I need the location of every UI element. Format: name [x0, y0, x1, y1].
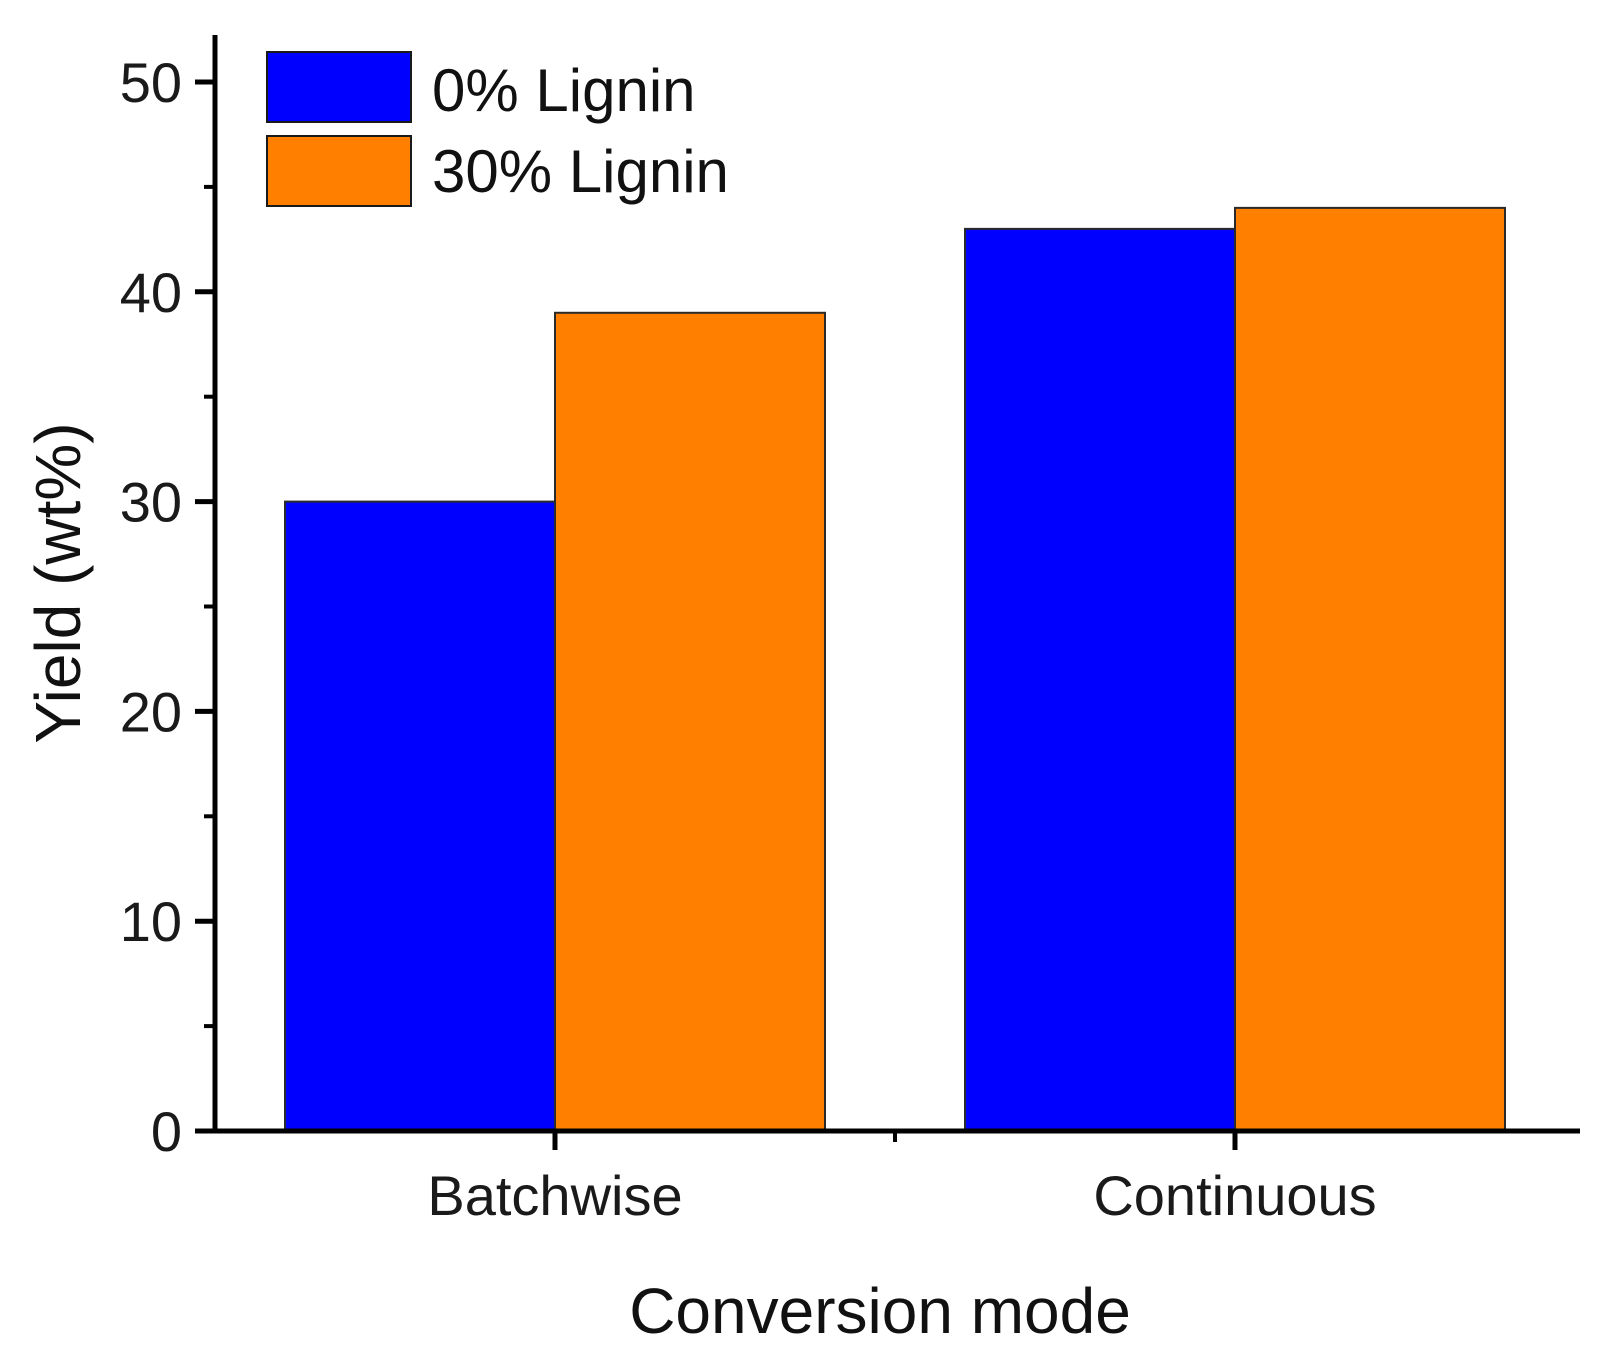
bar-batchwise-30-lignin [554, 311, 826, 1132]
y-axis-title: Yield (wt%) [22, 422, 94, 743]
bar-batchwise-0-lignin [284, 500, 556, 1133]
legend-label-0-lignin: 0% Lignin [432, 57, 696, 124]
x-ticks-group: Batchwise Continuous [427, 1131, 1377, 1227]
y-tick-label: 40 [120, 261, 182, 324]
bars-group [284, 206, 1506, 1133]
legend-swatch-0-lignin [266, 51, 412, 123]
x-tick-label-batchwise: Batchwise [427, 1164, 682, 1227]
y-tick-label: 0 [151, 1100, 182, 1163]
y-tick-label: 10 [120, 890, 182, 953]
bar-continuous-0-lignin [964, 227, 1236, 1133]
legend-swatch-30-lignin [266, 135, 412, 207]
y-tick-label: 50 [120, 51, 182, 114]
y-ticks-group: 0 10 20 30 40 50 [120, 51, 215, 1163]
x-tick-label-continuous: Continuous [1093, 1164, 1376, 1227]
legend-label-30-lignin: 30% Lignin [432, 138, 729, 205]
x-axis-title: Conversion mode [629, 1275, 1131, 1347]
y-tick-label: 20 [120, 680, 182, 743]
bar-continuous-30-lignin [1234, 206, 1506, 1132]
y-tick-label: 30 [120, 471, 182, 534]
legend: 0% Lignin 30% Lignin [266, 51, 729, 207]
